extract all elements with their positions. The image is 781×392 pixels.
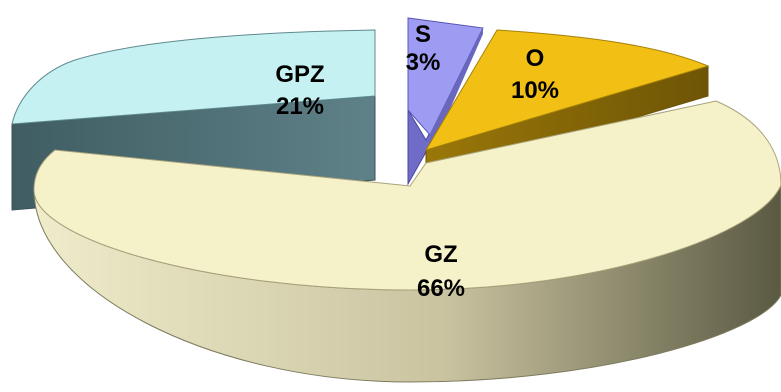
label-s-pct: 3% <box>406 49 441 76</box>
slice-o: O 10% <box>424 29 710 181</box>
label-s-name: S <box>415 21 431 48</box>
label-gpz-name: GPZ <box>275 61 324 88</box>
slice-o-top <box>424 29 710 151</box>
slice-s: S 3% <box>406 17 484 186</box>
slice-gpz-top <box>11 29 376 125</box>
label-o-pct: 10% <box>511 77 559 104</box>
label-gz-name: GZ <box>424 241 457 268</box>
slice-gz: GZ 66% <box>33 100 781 383</box>
slice-s-edge <box>430 28 483 150</box>
slice-gz-top <box>33 100 781 291</box>
label-gpz-pct: 21% <box>276 93 324 120</box>
label-gz-pct: 66% <box>417 275 465 302</box>
label-o-name: O <box>526 45 545 72</box>
